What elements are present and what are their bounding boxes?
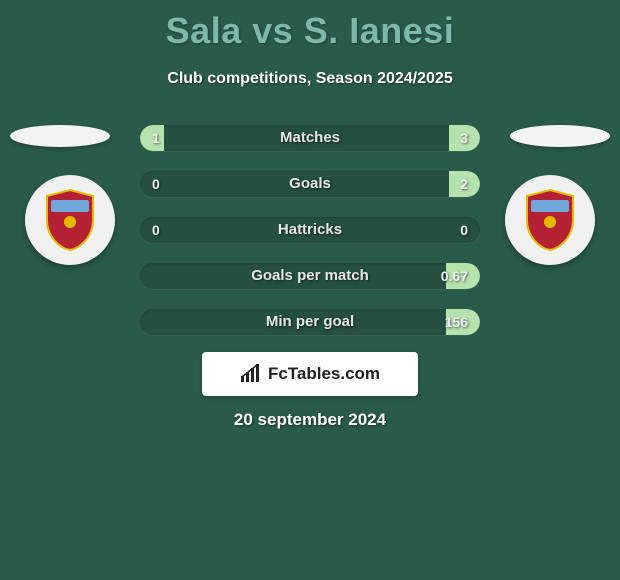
stats-panel: 1Matches30Goals20Hattricks0Goals per mat… [140,125,480,355]
chart-icon [240,364,262,384]
stat-row: 0Hattricks0 [140,217,480,243]
stat-value-right: 156 [445,309,468,335]
shield-icon [43,188,97,252]
club-badge-left [25,175,115,265]
stat-label: Min per goal [140,309,480,335]
flag-right [510,125,610,147]
stat-value-right: 0 [460,217,468,243]
subtitle: Club competitions, Season 2024/2025 [0,70,620,88]
shield-icon [523,188,577,252]
stat-label: Goals [140,171,480,197]
flag-left [10,125,110,147]
stat-label: Goals per match [140,263,480,289]
stat-label: Hattricks [140,217,480,243]
club-badge-right [505,175,595,265]
stat-row: 1Matches3 [140,125,480,151]
page-title: Sala vs S. Ianesi [0,0,620,52]
stat-row: 0Goals2 [140,171,480,197]
date-text: 20 september 2024 [0,410,620,430]
stat-row: Goals per match0.67 [140,263,480,289]
brand-text: FcTables.com [268,364,380,384]
stat-value-right: 2 [460,171,468,197]
stat-label: Matches [140,125,480,151]
brand-box: FcTables.com [202,352,418,396]
stat-value-right: 0.67 [441,263,468,289]
stat-row: Min per goal156 [140,309,480,335]
stat-value-right: 3 [460,125,468,151]
